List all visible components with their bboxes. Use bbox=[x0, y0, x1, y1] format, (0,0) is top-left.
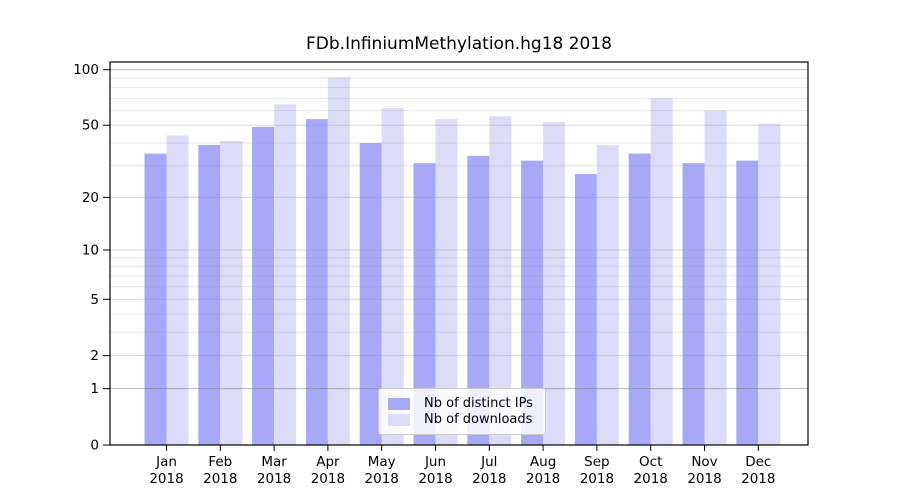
x-tick-label-year: 2018 bbox=[526, 471, 560, 487]
bar-feb-downloads bbox=[220, 141, 243, 445]
x-tick-label-month: Aug bbox=[530, 454, 556, 470]
bar-jul-distinct-ips bbox=[467, 155, 490, 446]
bar-apr-downloads bbox=[327, 77, 350, 446]
bar-jul-downloads bbox=[489, 116, 512, 445]
x-tick-label-month: Mar bbox=[261, 454, 287, 470]
bar-aug-downloads bbox=[543, 122, 566, 445]
x-tick-label-month: Sep bbox=[584, 454, 609, 470]
y-tick-label: 1 bbox=[90, 381, 99, 397]
y-tick-label: 0 bbox=[90, 438, 99, 454]
y-tick-label: 20 bbox=[82, 190, 99, 206]
y-tick-label: 10 bbox=[82, 242, 99, 258]
bar-dec-distinct-ips bbox=[736, 160, 759, 445]
bar-sep-downloads bbox=[596, 145, 619, 445]
x-tick-label-year: 2018 bbox=[741, 471, 775, 487]
x-tick-label-month: Jan bbox=[155, 454, 177, 470]
x-tick-label-month: Jun bbox=[424, 454, 446, 470]
bar-apr-distinct-ips bbox=[305, 119, 328, 445]
chart-title: FDb.InfiniumMethylation.hg18 2018 bbox=[306, 34, 612, 54]
legend-item-downloads: Nb of downloads bbox=[388, 412, 536, 427]
x-tick-label-month: May bbox=[368, 454, 396, 470]
bar-nov-downloads bbox=[704, 110, 727, 446]
x-tick-label-month: Feb bbox=[208, 454, 232, 470]
x-tick-label-month: Nov bbox=[691, 454, 717, 470]
x-tick-label-year: 2018 bbox=[311, 471, 345, 487]
x-tick-label-month: Apr bbox=[316, 454, 340, 470]
legend-swatch-downloads bbox=[388, 413, 410, 426]
legend: Nb of distinct IPs Nb of downloads bbox=[378, 388, 546, 435]
legend-label-distinct-ips: Nb of distinct IPs bbox=[424, 396, 533, 411]
bar-jun-distinct-ips bbox=[413, 163, 436, 446]
bar-jan-downloads bbox=[166, 135, 189, 445]
x-tick-label-year: 2018 bbox=[580, 471, 614, 487]
x-tick-label-year: 2018 bbox=[365, 471, 399, 487]
x-tick-label-month: Dec bbox=[745, 454, 771, 470]
x-tick-label-year: 2018 bbox=[418, 471, 452, 487]
bar-aug-distinct-ips bbox=[521, 160, 544, 445]
x-tick-label-year: 2018 bbox=[634, 471, 668, 487]
bar-jan-distinct-ips bbox=[144, 153, 167, 445]
bar-dec-downloads bbox=[758, 123, 781, 445]
bar-may-distinct-ips bbox=[359, 142, 382, 445]
x-tick-label-month: Jul bbox=[480, 454, 497, 470]
x-tick-label-year: 2018 bbox=[687, 471, 721, 487]
bar-may-downloads bbox=[381, 108, 404, 446]
bar-nov-distinct-ips bbox=[682, 163, 705, 446]
axes-box bbox=[109, 61, 809, 446]
x-tick-label-year: 2018 bbox=[472, 471, 506, 487]
bar-mar-distinct-ips bbox=[252, 126, 275, 445]
x-tick-label-year: 2018 bbox=[203, 471, 237, 487]
legend-item-distinct-ips: Nb of distinct IPs bbox=[388, 396, 536, 411]
y-tick-label: 100 bbox=[73, 62, 99, 78]
bar-jun-downloads bbox=[435, 119, 458, 445]
bar-sep-distinct-ips bbox=[574, 174, 597, 446]
x-tick-label-month: Oct bbox=[639, 454, 662, 470]
bar-oct-downloads bbox=[650, 98, 673, 446]
x-tick-label-year: 2018 bbox=[257, 471, 291, 487]
bar-feb-distinct-ips bbox=[198, 145, 221, 445]
bar-oct-distinct-ips bbox=[628, 153, 651, 445]
y-tick-label: 50 bbox=[82, 118, 99, 134]
y-tick-label: 5 bbox=[90, 292, 99, 308]
bar-mar-downloads bbox=[274, 104, 297, 445]
legend-label-downloads: Nb of downloads bbox=[424, 412, 533, 427]
x-tick-label-year: 2018 bbox=[149, 471, 183, 487]
y-tick-label: 2 bbox=[90, 348, 99, 364]
legend-swatch-distinct-ips bbox=[388, 397, 410, 410]
